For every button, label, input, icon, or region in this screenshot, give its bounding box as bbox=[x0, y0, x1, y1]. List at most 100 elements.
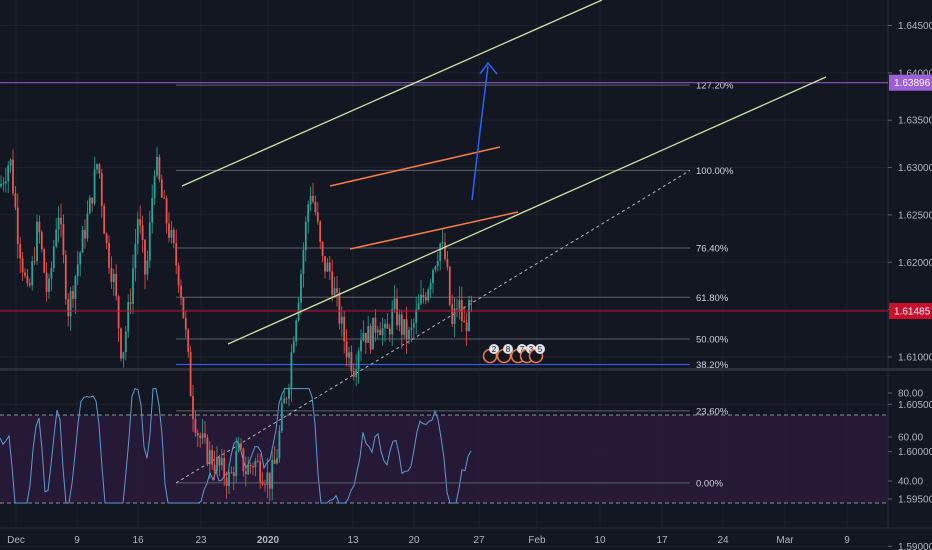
candle-body bbox=[45, 272, 48, 292]
candle-body bbox=[300, 274, 302, 303]
candle-body bbox=[290, 352, 293, 388]
candle-body bbox=[26, 275, 29, 284]
candle-body bbox=[338, 292, 341, 324]
candle-body bbox=[307, 204, 310, 222]
candle-body bbox=[374, 317, 377, 333]
candle-body bbox=[93, 169, 96, 204]
candle-body bbox=[100, 173, 103, 206]
candle-body bbox=[319, 221, 322, 242]
candle-body bbox=[187, 329, 190, 352]
candle-body bbox=[379, 329, 382, 336]
candle-body bbox=[64, 255, 67, 300]
time-axis-label: 2020 bbox=[257, 535, 280, 546]
candle-body bbox=[360, 340, 362, 352]
candle-body bbox=[2, 183, 5, 185]
candle-body bbox=[43, 249, 46, 273]
candle-body bbox=[182, 297, 185, 318]
candle-body bbox=[110, 267, 113, 282]
projection-arrow[interactable] bbox=[471, 65, 489, 201]
candle-body bbox=[410, 327, 413, 330]
candle-body bbox=[216, 456, 218, 471]
candle-body bbox=[453, 308, 456, 324]
trend-drawings[interactable] bbox=[0, 0, 888, 345]
candle-body bbox=[146, 260, 149, 275]
candle-body bbox=[343, 316, 346, 342]
candle-body bbox=[420, 294, 422, 304]
candle-body bbox=[103, 205, 106, 234]
candle-body bbox=[372, 317, 374, 350]
candle-body bbox=[369, 326, 372, 350]
candle-body bbox=[446, 259, 449, 267]
candle-body bbox=[398, 314, 401, 326]
candle-body bbox=[141, 225, 144, 241]
candle-body bbox=[201, 433, 204, 439]
candle-body bbox=[381, 328, 384, 336]
time-axis-label: 10 bbox=[594, 535, 606, 546]
price-axis-label: 1.64000 bbox=[898, 68, 932, 79]
fib-trendline bbox=[175, 169, 691, 484]
candle-body bbox=[268, 472, 271, 489]
price-axis-label: 1.63000 bbox=[898, 163, 932, 174]
wedge-upper-line[interactable] bbox=[329, 146, 501, 187]
candle-body bbox=[136, 219, 139, 244]
candle-body bbox=[194, 418, 197, 433]
event-marker-count: 2 bbox=[492, 345, 497, 354]
candle-body bbox=[427, 289, 430, 301]
candle-body bbox=[60, 217, 62, 225]
candle-body bbox=[448, 266, 451, 305]
candle-body bbox=[415, 309, 418, 323]
candle-body bbox=[367, 326, 370, 343]
candle-body bbox=[304, 221, 307, 251]
candle-body bbox=[151, 197, 154, 223]
candle-body bbox=[163, 197, 166, 199]
candle-body bbox=[117, 296, 120, 329]
candle-body bbox=[206, 437, 209, 465]
candle-body bbox=[14, 193, 17, 208]
time-axis-label: Feb bbox=[528, 535, 546, 546]
price-label-badge[interactable] bbox=[889, 74, 932, 91]
event-marker-count: 7 bbox=[520, 345, 525, 354]
candle-body bbox=[153, 175, 156, 198]
candle-body bbox=[302, 250, 305, 275]
candle-body bbox=[172, 229, 175, 244]
candle-body bbox=[52, 246, 55, 269]
candle-body bbox=[160, 179, 163, 198]
candle-body bbox=[7, 165, 10, 182]
candle-body bbox=[81, 229, 84, 253]
channel-lower-line[interactable] bbox=[227, 76, 827, 345]
candle-body bbox=[88, 197, 91, 214]
candle-body bbox=[376, 329, 379, 333]
candle-body bbox=[328, 262, 331, 272]
event-marker-badge[interactable] bbox=[535, 344, 545, 354]
price-axis[interactable]: 1.64500 1.64000 1.63500 1.63000 1.62500 1.620… bbox=[888, 21, 932, 550]
candle-body bbox=[312, 195, 314, 202]
candle-body bbox=[364, 332, 367, 343]
event-marker-badge[interactable] bbox=[489, 344, 499, 354]
candle-body bbox=[122, 352, 125, 359]
event-marker-count: 3 bbox=[529, 345, 534, 354]
candle-body bbox=[405, 319, 408, 339]
candle-body bbox=[400, 314, 403, 335]
fibonacci-retracement[interactable]: 161.80%127.20%100.00%76.40%61.80%50.00%3… bbox=[175, 0, 734, 489]
candle-body bbox=[463, 320, 466, 323]
candle-body bbox=[189, 351, 192, 397]
event-marker-badge[interactable] bbox=[503, 344, 513, 354]
candle-body bbox=[199, 435, 202, 439]
channel-upper-line[interactable] bbox=[181, 0, 603, 187]
candle-body bbox=[266, 472, 269, 486]
time-axis-label: Mar bbox=[776, 535, 794, 546]
price-label-badge[interactable] bbox=[889, 303, 932, 320]
fib-level-label: 161.80% bbox=[696, 0, 734, 2]
candle-body bbox=[204, 433, 206, 438]
candle-body bbox=[352, 371, 355, 377]
projection-arrow-head[interactable] bbox=[479, 61, 498, 75]
wedge-lower-line[interactable] bbox=[349, 211, 519, 250]
time-axis[interactable]: Dec 9 16 23 2020 13 20 27 Feb 10 17 24 Mar 9 bbox=[7, 535, 850, 546]
rsi-line bbox=[0, 387, 472, 504]
candle-body bbox=[19, 243, 22, 259]
candle-body bbox=[177, 265, 180, 286]
candle-body bbox=[396, 298, 398, 326]
candle-body bbox=[439, 243, 442, 261]
